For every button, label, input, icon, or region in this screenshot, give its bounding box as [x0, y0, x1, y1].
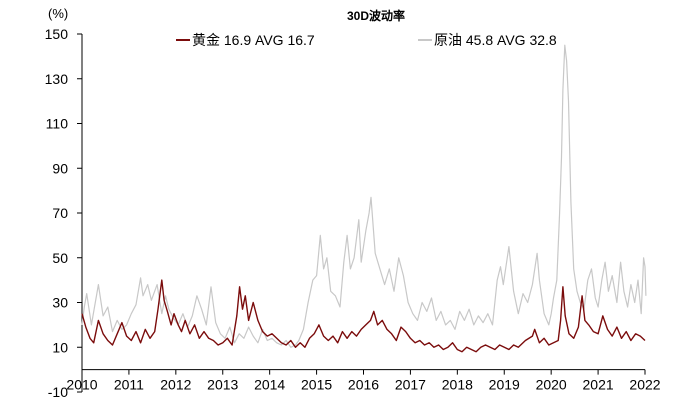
y-tick-label: 130: [45, 71, 69, 87]
y-axis-unit-label: (%): [48, 6, 68, 21]
y-tick-label: 70: [52, 205, 68, 221]
x-tick-label: 2012: [160, 377, 191, 393]
x-axis: 2010 2011 2012 2013 2014 2015 2016 2017 2018 2019…: [66, 369, 661, 393]
x-tick-label: 2015: [301, 377, 332, 393]
series-layer: [81, 44, 647, 353]
x-tick-label: 2021: [583, 377, 614, 393]
y-tick-label: -10: [48, 384, 68, 400]
x-tick-label: 2011: [114, 377, 144, 393]
x-tick-label: 2018: [442, 377, 473, 393]
y-tick-label: 10: [52, 339, 68, 355]
x-tick-label: 2020: [536, 377, 567, 393]
y-tick-label: 30: [52, 295, 68, 311]
x-tick-label: 2022: [629, 377, 660, 393]
x-tick-label: 2019: [489, 377, 520, 393]
y-tick-label: 150: [45, 26, 69, 42]
x-tick-label: 2014: [254, 377, 285, 393]
legend-label-gold: 黄金 16.9 AVG 16.7: [192, 32, 315, 48]
x-tick-label: 2013: [207, 377, 238, 393]
legend: 黄金 16.9 AVG 16.7 原油 45.8 AVG 32.8: [176, 32, 557, 48]
y-tick-label: 50: [52, 250, 68, 266]
legend-label-crude-oil: 原油 45.8 AVG 32.8: [434, 32, 557, 48]
y-tick-label: 110: [46, 116, 69, 132]
y-tick-label: 90: [52, 160, 68, 176]
chart-title: 30D波动率: [347, 8, 405, 23]
gold-series-line: [81, 279, 646, 353]
x-tick-label: 2017: [395, 377, 426, 393]
x-tick-label: 2010: [66, 377, 97, 393]
y-axis: -10 10 30 50 70 90 110 130 150: [45, 26, 83, 400]
x-tick-label: 2016: [348, 377, 379, 393]
crude-oil-series-line: [81, 44, 647, 348]
